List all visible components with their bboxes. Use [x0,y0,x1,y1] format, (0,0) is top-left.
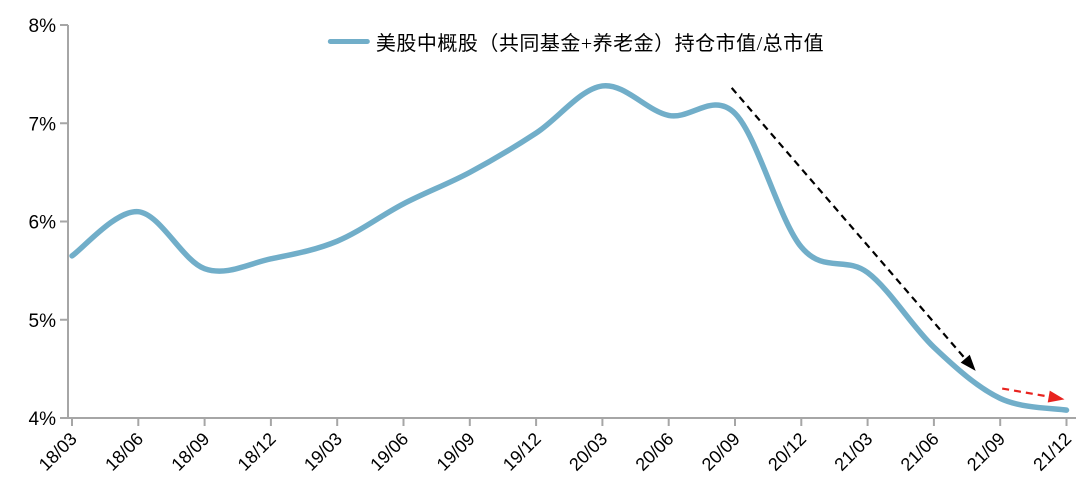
x-tick-label: 21/06 [897,429,943,475]
x-tick-label: 20/09 [698,429,744,475]
y-tick-label: 7% [29,114,57,135]
legend-line-swatch [327,39,370,44]
x-tick-label: 18/06 [101,429,147,475]
y-tick-label: 8% [29,16,57,37]
y-tick-label: 6% [29,213,57,234]
x-tick-label: 21/12 [1029,429,1075,475]
legend: 美股中概股（共同基金+养老金）持仓市值/总市值 [327,27,825,56]
x-tick-label: 21/03 [830,429,876,475]
y-tick-label: 4% [29,409,57,430]
series-line [69,83,1070,413]
legend-label: 美股中概股（共同基金+养老金）持仓市值/总市值 [375,33,825,55]
x-tick-label: 20/12 [764,429,810,475]
x-tick-label: 20/06 [632,429,678,475]
decline-trend-arrow-line [730,87,967,360]
x-tick-label: 18/03 [35,429,81,475]
x-tick-label: 20/03 [565,429,611,475]
decline-trend-arrow-head [960,354,976,371]
x-tick-label: 19/06 [366,429,412,475]
continuation-trend-arrow-line [1002,387,1049,398]
x-tick-label: 18/12 [234,429,280,475]
continuation-trend-arrow-head [1047,390,1065,403]
x-tick-label: 19/03 [300,429,346,475]
x-tick-label: 21/09 [963,429,1009,475]
x-tick-label: 19/09 [433,429,479,475]
y-tick-label: 5% [29,311,57,332]
x-tick-label: 19/12 [499,429,545,475]
x-tick-label: 18/09 [167,429,213,475]
